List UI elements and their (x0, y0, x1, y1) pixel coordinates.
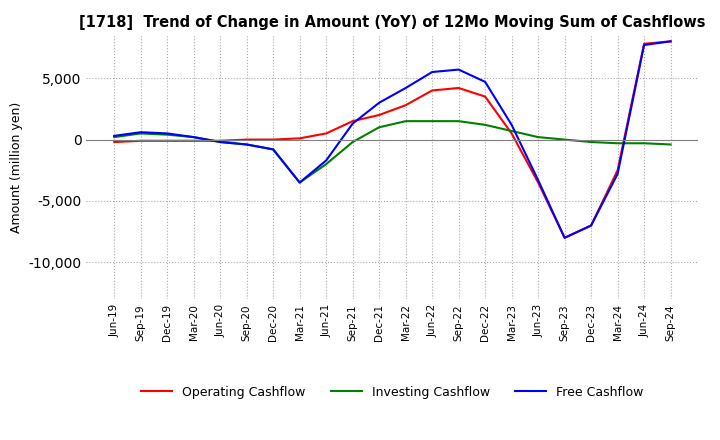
Operating Cashflow (348, 118, 357, 124)
Investing Cashflow (454, 118, 463, 124)
Investing Cashflow (375, 125, 384, 130)
Free Cashflow (189, 135, 198, 140)
Line: Investing Cashflow: Investing Cashflow (114, 121, 670, 183)
Line: Operating Cashflow: Operating Cashflow (114, 41, 670, 238)
Free Cashflow (163, 131, 171, 136)
Free Cashflow (401, 85, 410, 91)
Free Cashflow (243, 142, 251, 147)
Free Cashflow (481, 79, 490, 84)
Free Cashflow (269, 147, 277, 152)
Operating Cashflow (666, 39, 675, 44)
Operating Cashflow (375, 112, 384, 117)
Operating Cashflow (454, 85, 463, 91)
Operating Cashflow (534, 180, 542, 185)
Free Cashflow (587, 223, 595, 228)
Free Cashflow (613, 171, 622, 176)
Investing Cashflow (348, 139, 357, 145)
Investing Cashflow (401, 118, 410, 124)
Legend: Operating Cashflow, Investing Cashflow, Free Cashflow: Operating Cashflow, Investing Cashflow, … (136, 381, 649, 404)
Operating Cashflow (322, 131, 330, 136)
Operating Cashflow (269, 137, 277, 142)
Investing Cashflow (136, 131, 145, 136)
Free Cashflow (110, 133, 119, 139)
Operating Cashflow (587, 223, 595, 228)
Operating Cashflow (560, 235, 569, 240)
Free Cashflow (666, 39, 675, 44)
Investing Cashflow (110, 135, 119, 140)
Operating Cashflow (189, 138, 198, 143)
Investing Cashflow (534, 135, 542, 140)
Investing Cashflow (481, 122, 490, 128)
Free Cashflow (428, 70, 436, 75)
Investing Cashflow (640, 141, 649, 146)
Investing Cashflow (189, 135, 198, 140)
Investing Cashflow (428, 118, 436, 124)
Investing Cashflow (295, 180, 304, 185)
Investing Cashflow (216, 139, 225, 145)
Title: [1718]  Trend of Change in Amount (YoY) of 12Mo Moving Sum of Cashflows: [1718] Trend of Change in Amount (YoY) o… (79, 15, 706, 30)
Free Cashflow (534, 177, 542, 183)
Investing Cashflow (322, 161, 330, 167)
Free Cashflow (295, 180, 304, 185)
Operating Cashflow (481, 94, 490, 99)
Operating Cashflow (401, 103, 410, 108)
Investing Cashflow (613, 141, 622, 146)
Free Cashflow (640, 42, 649, 48)
Investing Cashflow (560, 137, 569, 142)
Operating Cashflow (243, 137, 251, 142)
Investing Cashflow (508, 128, 516, 134)
Investing Cashflow (587, 139, 595, 145)
Free Cashflow (454, 67, 463, 72)
Operating Cashflow (508, 131, 516, 136)
Investing Cashflow (666, 142, 675, 147)
Operating Cashflow (640, 41, 649, 47)
Y-axis label: Amount (million yen): Amount (million yen) (10, 102, 23, 233)
Investing Cashflow (163, 132, 171, 137)
Operating Cashflow (216, 138, 225, 143)
Investing Cashflow (243, 142, 251, 147)
Free Cashflow (136, 129, 145, 135)
Operating Cashflow (110, 139, 119, 145)
Free Cashflow (322, 158, 330, 163)
Line: Free Cashflow: Free Cashflow (114, 41, 670, 238)
Free Cashflow (375, 100, 384, 105)
Operating Cashflow (428, 88, 436, 93)
Free Cashflow (216, 139, 225, 145)
Operating Cashflow (295, 136, 304, 141)
Operating Cashflow (163, 138, 171, 143)
Free Cashflow (508, 122, 516, 128)
Free Cashflow (348, 121, 357, 126)
Operating Cashflow (136, 138, 145, 143)
Investing Cashflow (269, 147, 277, 152)
Free Cashflow (560, 235, 569, 240)
Operating Cashflow (613, 168, 622, 173)
